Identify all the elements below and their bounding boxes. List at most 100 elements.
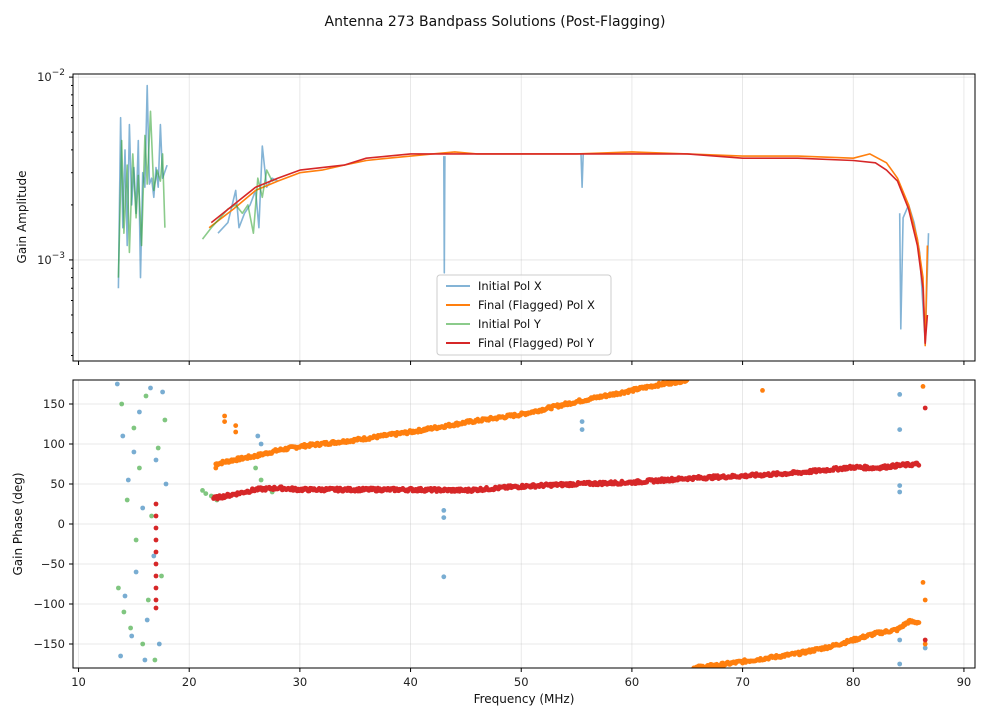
phase-point-initial-pol-x [897,637,903,643]
phase-point-initial-pol-y [152,657,158,663]
phase-point-final-flagged-pol-y [922,637,928,643]
phase-point-final-flagged-pol-x [920,580,926,585]
phase-point-final-flagged-pol-x [920,384,926,389]
amplitude-y-tick-label: 10−3 [37,251,65,267]
amplitude-line-final-flagged-pol-y-seg0 [210,153,929,345]
phase-point-initial-pol-x [156,641,162,647]
phase-point-initial-pol-y [253,465,258,471]
phase-point-final-flagged-pol-x [233,423,239,428]
phase-point-initial-pol-x [897,483,903,488]
figure-title: Antenna 273 Bandpass Solutions (Post-Fla… [325,14,666,30]
legend-label-initial-y: Initial Pol Y [478,317,542,331]
phase-x-tick-label: 30 [293,675,308,689]
phase-point-initial-pol-y [203,491,209,496]
phase-point-final-flagged-pol-x [922,641,928,647]
phase-x-tick-label: 10 [71,675,86,689]
phase-point-initial-pol-y [200,488,205,493]
phase-point-initial-pol-y [133,537,139,543]
phase-point-initial-pol-y [258,477,264,483]
phase-point-initial-pol-x [255,433,261,439]
phase-x-tick-label: 60 [625,675,640,689]
phase-x-tick-label: 20 [182,675,197,689]
phase-point-final-flagged-pol-y [153,597,159,603]
phase-y-axis-label: Gain Phase (deg) [11,472,25,575]
phase-y-tick-label: 50 [50,477,65,491]
legend-label-final-x: Final (Flagged) Pol X [478,298,595,312]
amplitude-line-initial-pol-x-seg2 [443,156,446,274]
phase-point-initial-pol-y [143,393,149,399]
phase-y-tick-label: 0 [58,517,65,531]
phase-y-tick-label: −100 [33,597,65,611]
phase-point-initial-pol-x [160,389,166,395]
phase-point-final-flagged-pol-y [922,405,928,411]
phase-point-final-flagged-pol-y [153,561,159,567]
phase-point-final-flagged-pol-y [153,605,159,611]
phase-point-initial-pol-x [579,419,585,424]
phase-point-final-flagged-pol-y [153,537,159,543]
phase-point-initial-pol-y [119,401,125,407]
legend-label-final-y: Final (Flagged) Pol Y [478,336,595,350]
phase-point-initial-pol-y [140,641,146,647]
phase-point-initial-pol-x [131,449,137,455]
phase-point-initial-pol-x [441,508,447,513]
amplitude-grid [73,74,975,361]
phase-point-final-flagged-pol-y [153,549,159,555]
phase-point-initial-pol-x [897,392,903,397]
phase-point-final-flagged-pol-y [153,525,159,531]
phase-point-initial-pol-x [144,617,150,623]
amplitude-y-tick-label: 10−2 [37,68,65,84]
phase-point-initial-pol-x [151,553,157,559]
phase-point-initial-pol-y [159,573,164,579]
phase-point-initial-pol-y [128,625,134,631]
phase-point-initial-pol-x [153,457,159,463]
phase-point-initial-pol-x [140,505,146,511]
phase-point-initial-pol-y [145,597,151,603]
x-axis-label: Frequency (MHz) [474,692,575,706]
phase-point-initial-pol-x [163,481,169,487]
phase-point-initial-pol-x [897,661,903,667]
phase-point-initial-pol-x [137,409,142,415]
phase-point-initial-pol-x [122,593,128,599]
phase-point-initial-pol-x [579,427,585,432]
phase-point-initial-pol-x [148,385,153,391]
phase-point-initial-pol-x [441,574,447,580]
legend-frame [436,274,612,356]
phase-point-final-flagged-pol-x [760,388,765,393]
amplitude-panel: 10−2 10−3 Gain Amplitude Initial Pol X Fi… [15,68,976,365]
phase-point-final-flagged-pol-y [153,501,159,507]
phase-y-tick-label: −150 [33,637,65,651]
phase-x-tick-label: 70 [735,675,750,689]
phase-point-initial-pol-y [162,417,168,423]
phase-y-tick-label: −50 [41,557,65,571]
phase-point-initial-pol-x [142,657,148,663]
amplitude-x-ticks [78,361,965,365]
phase-grid [73,380,975,668]
phase-point-initial-pol-y [121,609,127,615]
phase-point-initial-pol-x [125,477,131,483]
phase-point-initial-pol-x [114,381,120,387]
amplitude-line-initial-pol-x-seg3 [580,153,584,188]
phase-series [114,380,928,668]
phase-y-ticks: −150 −100 −50 0 50 100 150 [33,397,73,651]
phase-point-final-flagged-pol-x [233,429,239,435]
phase-point-initial-pol-x [120,433,126,439]
amplitude-line-initial-pol-y-seg0 [117,110,166,278]
phase-point-initial-pol-x [118,653,123,659]
legend: Initial Pol X Final (Flagged) Pol X Init… [436,274,612,356]
phase-point-initial-pol-y [124,497,130,503]
phase-point-initial-pol-x [133,569,139,575]
phase-point-initial-pol-x [258,441,264,447]
phase-point-initial-pol-y [116,585,121,591]
phase-point-final-flagged-pol-x [222,413,228,419]
phase-point-final-flagged-pol-y [153,573,159,579]
phase-x-tick-label: 80 [846,675,861,689]
phase-y-tick-label: 100 [43,437,65,451]
phase-y-tick-label: 150 [43,397,65,411]
phase-point-initial-pol-y [155,445,161,451]
amplitude-y-axis-label: Gain Amplitude [15,171,29,264]
phase-point-initial-pol-x [897,427,903,432]
phase-x-tick-label: 50 [514,675,529,689]
